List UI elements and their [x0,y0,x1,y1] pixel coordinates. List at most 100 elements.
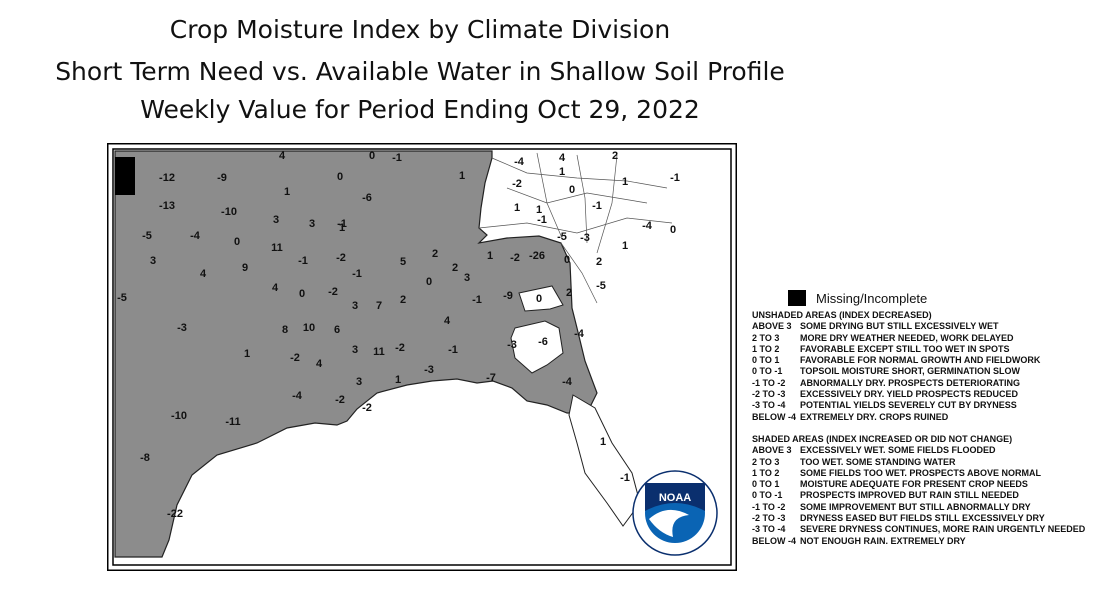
division-value-label: -2 [512,178,522,190]
legend-range: 1 TO 2 [752,343,780,354]
division-value-label: -3 [177,322,187,334]
legend-row: 2 TO 3 MORE DRY WEATHER NEEDED, WORK DELA… [752,333,1107,344]
division-value-label: -2 [336,252,346,264]
division-value-label: -1 [620,472,630,484]
division-value-label: 2 [400,294,406,306]
division-value-label: 0 [369,150,375,162]
legend-range: 0 TO 1 [752,355,780,366]
legend-range: 0 TO 1 [752,479,780,490]
division-value-label: 2 [566,287,572,299]
division-value-label: -3 [580,232,590,244]
legend-description: NOT ENOUGH RAIN. EXTREMELY DRY [800,535,966,546]
unshaded-region-florida [568,394,641,527]
division-value-label: -1 [670,172,680,184]
legend-row: 0 TO 1 MOISTURE ADEQUATE FOR PRESENT CROP… [752,479,1107,490]
division-value-label: 0 [564,254,570,266]
division-value-label: 0 [569,184,575,196]
division-value-label: 1 [600,436,606,448]
map-title-line-3: Weekly Value for Period Ending Oct 29, 2… [140,95,700,124]
division-value-label: 3 [352,300,358,312]
division-value-label: 0 [234,236,240,248]
legend-description: DRYNESS EASED BUT FIELDS STILL EXCESSIVE… [800,513,1045,524]
division-value-label: -4 [292,390,303,402]
division-value-label: 1 [559,166,565,178]
division-values: 4 0 -1 -4 4 2-12 -9 1 -10 1 1-2-601-13 -10 1 1 -1-1033… [117,150,680,520]
division-value-label: 1 [339,222,345,234]
legend-row: 2 TO 3 TOO WET. SOME STANDING WATER [752,457,1107,468]
legend-description: SOME FIELDS TOO WET. PROSPECTS ABOVE NOR… [800,467,1042,478]
division-value-label: 6 [334,324,340,336]
legend-range: -2 TO -3 [752,389,786,400]
division-value-label: -11 [225,416,240,428]
legend-range: 0 TO -1 [752,490,783,501]
division-value-label: 7 [376,300,382,312]
division-value-label: 5 [400,256,406,268]
division-value-label: 4 [272,282,279,294]
division-value-label: 4 [444,315,451,327]
legend-row: -1 TO -2 ABNORMALLY DRY. PROSPECTS DETERI… [752,378,1107,389]
division-value-label: -12 [159,172,175,184]
missing-division-block [115,157,135,195]
division-value-label: 3 [352,344,358,356]
legend-description: ABNORMALLY DRY. PROSPECTS DETERIORATING [800,377,1021,388]
legend-shaded-heading: SHADED AREAS (INDEX INCREASED OR DID NOT… [752,433,1013,444]
division-value-label: -7 [486,372,496,384]
division-value-label: -1 [592,200,602,212]
division-value-label: 3 [309,218,315,230]
division-value-label: 1 [514,202,520,214]
legend-unshaded-list: ABOVE 3 SOME DRYING BUT STILL EXCESSIVELY… [752,321,1107,423]
legend-range: BELOW -4 [752,411,796,422]
division-value-label: 1 [459,170,465,182]
legend-description: POTENTIAL YIELDS SEVERELY CUT BY DRYNESS [800,400,1017,411]
division-value-label: 4 [279,150,286,162]
division-value-label: 3 [356,376,362,388]
division-value-label: 0 [536,293,542,305]
division-value-label: 1 [395,374,401,386]
division-lines [478,152,673,304]
division-value-label: 3 [150,255,156,267]
division-value-label: 1 [244,348,250,360]
legend-row: 0 TO -1 PROSPECTS IMPROVED BUT RAIN STILL… [752,490,1107,501]
legend-description: EXCESSIVELY DRY. YIELD PROSPECTS REDUCED [800,389,1019,400]
division-value-label: 2 [612,150,618,162]
division-value-label: -1 [472,294,482,306]
division-value-label: 10 [303,322,315,334]
division-value-label: 2 [452,262,458,274]
legend-missing-label: Missing/Incomplete [816,290,928,306]
division-value-label: 1 [622,176,628,188]
crop-moisture-map: 4 0 -1 -4 4 2-12 -9 1 -10 1 1-2-601-13 -10 1 1 -1-1033… [107,143,737,571]
division-value-label: 4 [559,152,566,164]
division-value-label: 1 [284,186,290,198]
division-value-label: -4 [642,220,653,232]
division-value-label: 3 [464,272,470,284]
legend-unshaded-heading: UNSHADED AREAS (INDEX DECREASED) [752,310,932,320]
legend-missing: Missing/Incomplete [788,290,1107,306]
legend-range: 1 TO 2 [752,467,780,478]
legend-row: -2 TO -3 DRYNESS EASED BUT FIELDS STILL E… [752,513,1107,524]
legend-range: -3 TO -4 [752,524,786,535]
legend-row: ABOVE 3 EXCESSIVELY WET. SOME FIELDS FLOO… [752,445,1107,456]
division-value-label: -1 [298,255,308,267]
legend-description: PROSPECTS IMPROVED BUT RAIN STILL NEEDED [800,490,1019,501]
division-value-label: -1 [537,214,547,226]
division-value-label: -6 [362,192,372,204]
shaded-region-main [114,150,598,558]
legend-range: -3 TO -4 [752,400,786,411]
division-value-label: 11 [271,242,283,254]
map-inner-frame [112,148,732,566]
legend-row: BELOW -4 EXTREMELY DRY. CROPS RUINED [752,412,1107,423]
division-value-label: 2 [596,256,602,268]
division-value-label: 0 [337,171,343,183]
division-value-label: -9 [503,290,513,302]
division-value-label: -8 [140,452,150,464]
division-value-label: -3 [424,364,434,376]
legend-range: -1 TO -2 [752,377,786,388]
division-value-label: 1 [536,204,542,216]
division-value-label: -2 [395,342,405,354]
division-value-label: -5 [596,280,606,292]
division-value-label: 2 [432,248,438,260]
division-value-label: -2 [290,352,300,364]
division-value-label: -6 [538,336,548,348]
legend-row: ABOVE 3 SOME DRYING BUT STILL EXCESSIVELY… [752,321,1107,332]
division-value-label: 4 [316,358,323,370]
